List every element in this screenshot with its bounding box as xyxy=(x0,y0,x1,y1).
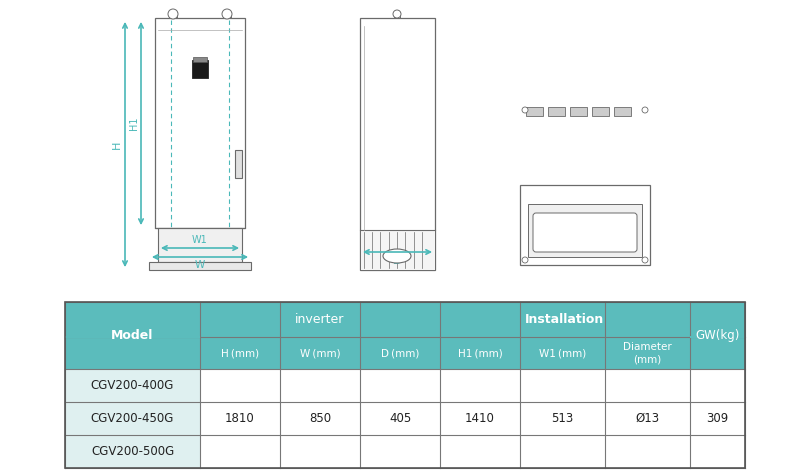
Text: CGV200-450G: CGV200-450G xyxy=(91,412,174,425)
Text: H (mm): H (mm) xyxy=(221,348,259,358)
Bar xyxy=(65,302,745,369)
Text: inverter: inverter xyxy=(295,313,344,326)
Circle shape xyxy=(222,9,232,19)
FancyBboxPatch shape xyxy=(533,213,637,252)
Text: CGV200-500G: CGV200-500G xyxy=(91,445,174,458)
Bar xyxy=(592,107,609,116)
Bar xyxy=(169,12,177,18)
Bar xyxy=(200,369,745,468)
Bar xyxy=(526,107,543,116)
Text: W: W xyxy=(195,260,205,270)
Bar xyxy=(158,228,242,262)
Text: 850: 850 xyxy=(309,412,331,425)
Text: W (mm): W (mm) xyxy=(299,348,340,358)
Bar xyxy=(360,230,435,270)
Text: 1410: 1410 xyxy=(465,412,495,425)
Circle shape xyxy=(522,107,528,113)
Text: W1: W1 xyxy=(192,235,208,245)
Bar xyxy=(520,185,650,265)
Text: 405: 405 xyxy=(389,412,411,425)
Bar xyxy=(149,262,251,270)
Bar xyxy=(223,12,231,18)
Bar xyxy=(570,107,587,116)
Text: 513: 513 xyxy=(551,412,574,425)
Circle shape xyxy=(393,10,401,18)
Bar xyxy=(65,369,200,468)
Bar xyxy=(65,336,200,337)
Bar xyxy=(235,150,242,178)
Text: H1 (mm): H1 (mm) xyxy=(457,348,502,358)
Bar xyxy=(193,57,207,62)
Text: H: H xyxy=(112,140,122,149)
Text: 309: 309 xyxy=(706,412,728,425)
Text: D: D xyxy=(393,256,402,266)
Bar xyxy=(394,12,400,18)
Bar xyxy=(548,107,565,116)
Ellipse shape xyxy=(383,249,411,263)
Text: D (mm): D (mm) xyxy=(381,348,419,358)
Circle shape xyxy=(642,257,648,263)
Bar xyxy=(690,336,745,337)
Text: CGV200-400G: CGV200-400G xyxy=(91,379,174,392)
Circle shape xyxy=(642,107,648,113)
Bar xyxy=(192,60,208,78)
Bar xyxy=(614,107,631,116)
Bar xyxy=(528,204,642,257)
Circle shape xyxy=(522,257,528,263)
Bar xyxy=(360,18,435,270)
Text: Installation: Installation xyxy=(525,313,604,326)
Text: H1: H1 xyxy=(129,117,139,130)
Text: 1810: 1810 xyxy=(225,412,255,425)
Text: W1 (mm): W1 (mm) xyxy=(539,348,586,358)
Bar xyxy=(155,18,245,228)
Bar xyxy=(65,302,745,468)
Text: Model: Model xyxy=(111,329,154,342)
Text: GW(kg): GW(kg) xyxy=(695,329,739,342)
Circle shape xyxy=(168,9,178,19)
Text: Ø13: Ø13 xyxy=(635,412,660,425)
Text: Diameter
(mm): Diameter (mm) xyxy=(623,342,672,364)
